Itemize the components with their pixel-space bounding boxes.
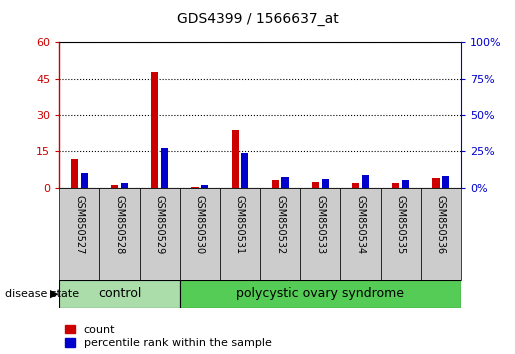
Text: GSM850527: GSM850527	[74, 195, 84, 255]
Text: GSM850529: GSM850529	[154, 195, 165, 254]
Text: GSM850528: GSM850528	[114, 195, 125, 254]
Bar	[140, 188, 180, 280]
Bar	[99, 188, 140, 280]
Bar	[272, 181, 279, 188]
Bar	[192, 187, 199, 188]
Text: GSM850533: GSM850533	[315, 195, 325, 254]
Bar	[59, 280, 180, 308]
Text: GSM850532: GSM850532	[275, 195, 285, 254]
Bar	[442, 176, 449, 188]
Bar	[241, 153, 248, 188]
Text: control: control	[98, 287, 141, 300]
Text: GSM850536: GSM850536	[436, 195, 446, 254]
Bar	[352, 183, 359, 188]
Bar	[121, 183, 128, 188]
Text: GSM850530: GSM850530	[195, 195, 205, 254]
Bar	[312, 182, 319, 188]
Bar	[80, 173, 88, 188]
Bar	[421, 188, 461, 280]
Text: ▶: ▶	[50, 289, 59, 299]
Bar	[111, 185, 118, 188]
Bar	[362, 175, 369, 188]
Bar	[201, 185, 208, 188]
Bar	[59, 188, 99, 280]
Text: GDS4399 / 1566637_at: GDS4399 / 1566637_at	[177, 12, 338, 27]
Bar	[381, 188, 421, 280]
Bar	[220, 188, 260, 280]
Bar	[281, 177, 288, 188]
Bar	[71, 159, 78, 188]
Bar	[161, 148, 168, 188]
Bar	[260, 188, 300, 280]
Text: GSM850531: GSM850531	[235, 195, 245, 254]
Text: GSM850535: GSM850535	[396, 195, 406, 254]
Bar	[321, 179, 329, 188]
Bar	[151, 72, 159, 188]
Legend: count, percentile rank within the sample: count, percentile rank within the sample	[65, 325, 271, 348]
Bar	[433, 178, 440, 188]
Bar	[232, 130, 239, 188]
Bar	[392, 183, 400, 188]
Bar	[180, 280, 461, 308]
Text: polycystic ovary syndrome: polycystic ovary syndrome	[236, 287, 404, 300]
Bar	[300, 188, 340, 280]
Bar	[180, 188, 220, 280]
Text: disease state: disease state	[5, 289, 79, 299]
Bar	[402, 181, 409, 188]
Text: GSM850534: GSM850534	[355, 195, 366, 254]
Bar	[340, 188, 381, 280]
